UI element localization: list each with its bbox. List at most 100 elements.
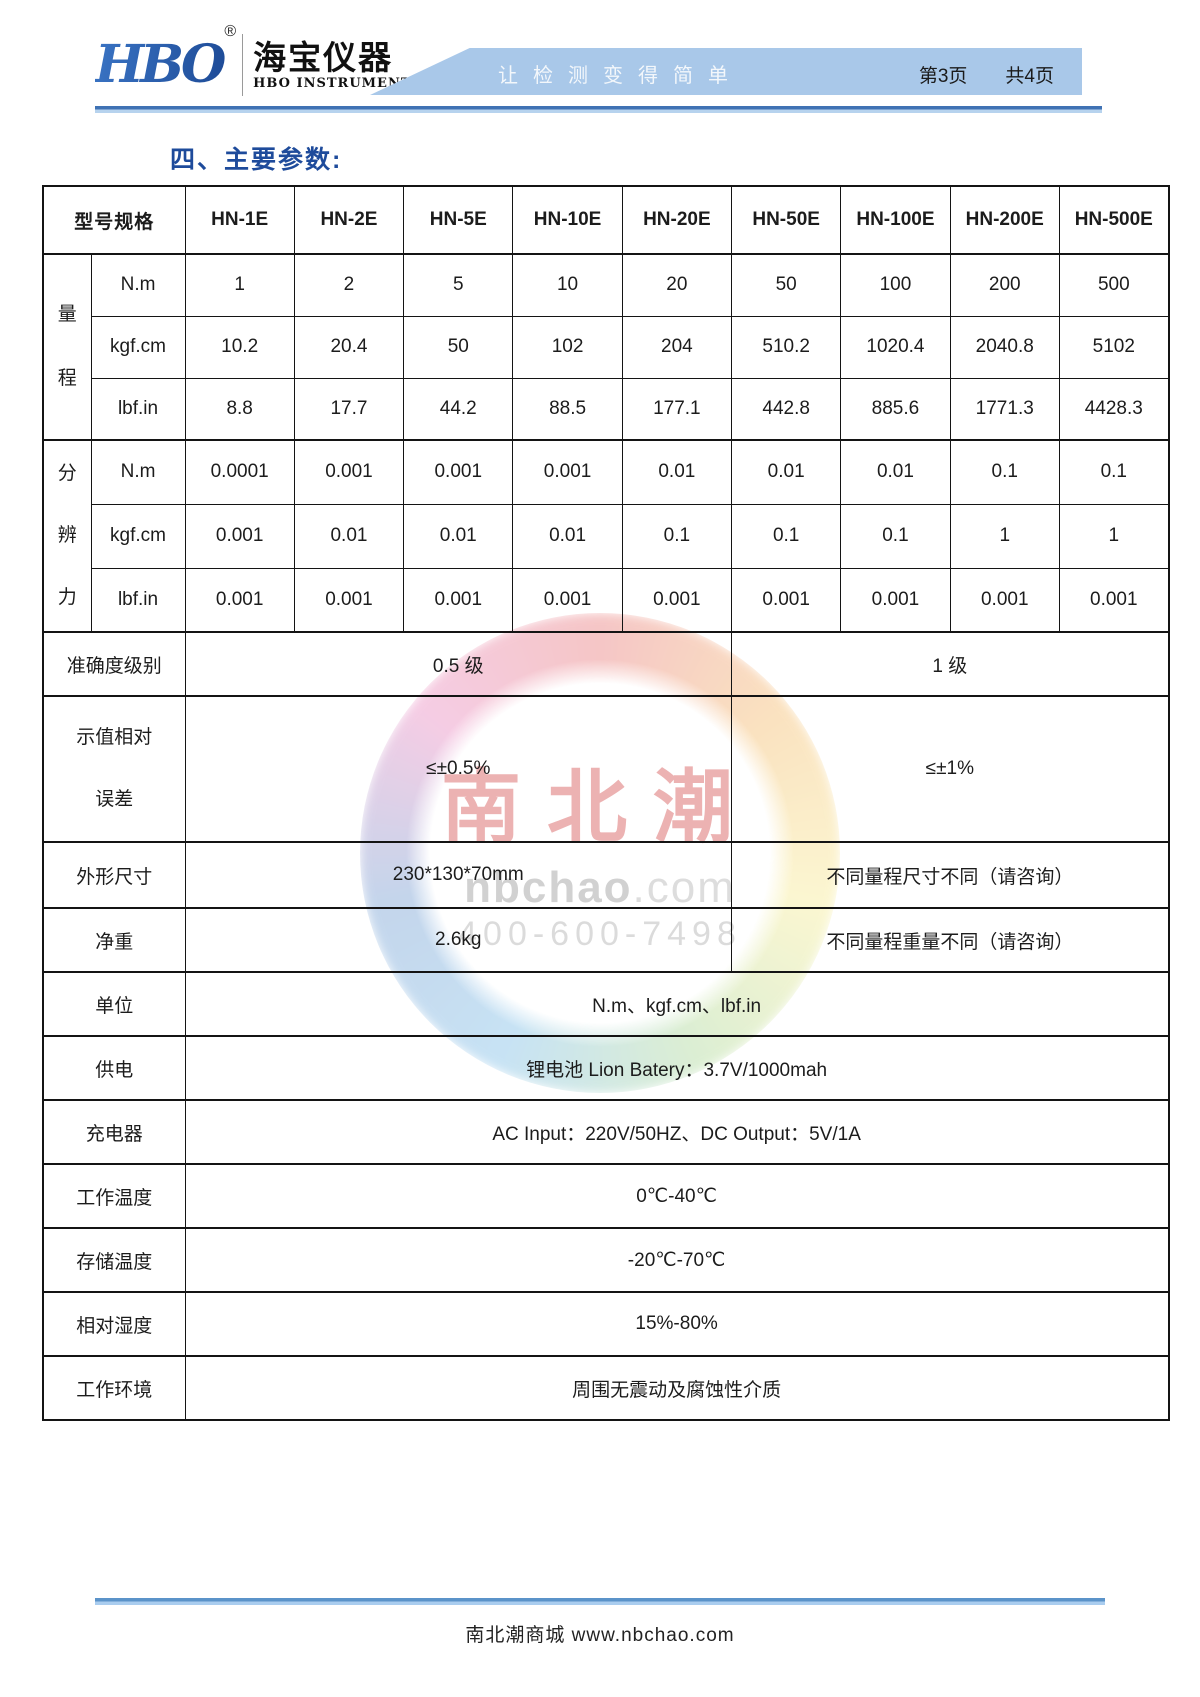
value-cell: 10 <box>512 253 623 317</box>
value-cell: 0.1 <box>840 503 951 569</box>
spec-table-container: 南北潮 nbchao.com 400-600-7498 型号规格 HN-1E H… <box>42 185 1170 1421</box>
resolution-row-nm: 分 辨 力 N.m 0.0001 0.001 0.001 0.001 0.01 … <box>42 439 1170 633</box>
row-label-cell: 单位 <box>42 971 186 1037</box>
power-row: 供电 锂电池 Lion Batery：3.7V/1000mah <box>42 1035 1170 1101</box>
row-label-cell: 准确度级别 <box>42 631 186 697</box>
span-value-cell: 不同量程尺寸不同（请咨询） <box>730 841 1170 909</box>
model-header-cell: HN-10E <box>512 185 623 255</box>
page-indicator: 第3页 共4页 <box>919 61 1054 88</box>
span-value-cell: AC Input：220V/50HZ、DC Output：5V/1A <box>184 1099 1170 1165</box>
value-cell: 0.001 <box>293 567 405 633</box>
header-slogan: 让检测变得简单 <box>498 65 743 87</box>
value-cell: 885.6 <box>840 377 951 441</box>
value-cell: 500 <box>1058 253 1170 317</box>
logo-chinese-name: 海宝仪器 <box>253 37 394 77</box>
value-cell: 0.1 <box>1058 439 1170 505</box>
range-group-label: 量 程 <box>42 253 92 441</box>
hbo-logo-icon: HBO® <box>95 23 238 91</box>
working-temp-row: 工作温度 0℃-40℃ <box>42 1163 1170 1229</box>
model-header-cell: HN-20E <box>621 185 733 255</box>
row-label-cell: 供电 <box>42 1035 186 1101</box>
span-value-cell: 0.5 级 <box>184 631 733 697</box>
value-cell: 100 <box>840 253 951 317</box>
corner-header-cell: 型号规格 <box>42 185 186 255</box>
row-label-cell: 示值相对 误差 <box>42 695 186 843</box>
current-page: 第3页 <box>918 66 968 87</box>
range-row-lbfin: lbf.in 8.8 17.7 44.2 88.5 177.1 442.8 88… <box>43 377 1170 441</box>
units-row: 单位 N.m、kgf.cm、lbf.in <box>42 971 1170 1037</box>
unit-label-cell: lbf.in <box>90 377 186 441</box>
humidity-row: 相对湿度 15%-80% <box>42 1291 1170 1357</box>
value-cell: 2040.8 <box>949 315 1060 379</box>
value-cell: 0.01 <box>293 503 405 569</box>
span-value-cell: 230*130*70mm <box>184 841 733 909</box>
span-value-cell: -20℃-70℃ <box>184 1227 1170 1293</box>
value-cell: 510.2 <box>730 315 842 379</box>
row-label-cell: 充电器 <box>42 1099 186 1165</box>
value-cell: 8.8 <box>184 377 295 441</box>
value-cell: 1771.3 <box>949 377 1060 441</box>
value-cell: 0.1 <box>730 503 842 569</box>
dimensions-row: 外形尺寸 230*130*70mm 不同量程尺寸不同（请咨询） <box>42 841 1170 909</box>
model-header-cell: HN-1E <box>184 185 295 255</box>
value-cell: 88.5 <box>512 377 623 441</box>
row-label-cell: 存储温度 <box>42 1227 186 1293</box>
footer-text: 南北潮商城 www.nbchao.com <box>465 1625 735 1646</box>
header-banner: 让检测变得简单 第3页 共4页 <box>370 48 1082 95</box>
value-cell: 5 <box>403 253 514 317</box>
span-value-cell: ≤±1% <box>730 695 1170 843</box>
unit-label-cell: kgf.cm <box>90 315 186 379</box>
unit-label-cell: N.m <box>90 253 186 317</box>
span-value-cell: 15%-80% <box>184 1291 1170 1357</box>
accuracy-row: 准确度级别 0.5 级 1 级 <box>42 631 1170 697</box>
value-cell: 0.01 <box>840 439 951 505</box>
span-value-cell: 2.6kg <box>184 907 733 973</box>
value-cell: 1020.4 <box>840 315 951 379</box>
value-cell: 0.001 <box>1058 567 1170 633</box>
value-cell: 0.1 <box>621 503 733 569</box>
span-value-cell: 锂电池 Lion Batery：3.7V/1000mah <box>184 1035 1170 1101</box>
value-cell: 4428.3 <box>1058 377 1170 441</box>
model-header-cell: HN-100E <box>840 185 951 255</box>
value-cell: 44.2 <box>403 377 514 441</box>
value-cell: 0.01 <box>403 503 514 569</box>
span-value-cell: ≤±0.5% <box>184 695 733 843</box>
section-title: 四、主要参数: <box>170 146 343 174</box>
model-header-cell: HN-2E <box>293 185 405 255</box>
model-header-cell: HN-200E <box>949 185 1060 255</box>
value-cell: 1 <box>1058 503 1170 569</box>
model-header-cell: HN-5E <box>403 185 514 255</box>
table-header-row: 型号规格 HN-1E HN-2E HN-5E HN-10E HN-20E HN-… <box>42 185 1170 255</box>
logo-divider <box>242 34 244 96</box>
value-cell: 0.001 <box>184 567 295 633</box>
value-cell: 0.001 <box>730 567 842 633</box>
value-cell: 50 <box>403 315 514 379</box>
net-weight-row: 净重 2.6kg 不同量程重量不同（请咨询） <box>42 907 1170 973</box>
span-value-cell: N.m、kgf.cm、lbf.in <box>184 971 1170 1037</box>
row-label-cell: 外形尺寸 <box>42 841 186 909</box>
value-cell: 2 <box>293 253 405 317</box>
header-divider-line <box>95 106 1102 113</box>
value-cell: 50 <box>730 253 842 317</box>
charger-row: 充电器 AC Input：220V/50HZ、DC Output：5V/1A <box>42 1099 1170 1165</box>
value-cell: 0.001 <box>621 567 733 633</box>
span-value-cell: 0℃-40℃ <box>184 1163 1170 1229</box>
unit-label-cell: kgf.cm <box>90 503 186 569</box>
value-cell: 20.4 <box>293 315 405 379</box>
value-cell: 10.2 <box>184 315 295 379</box>
value-cell: 20 <box>621 253 733 317</box>
storage-temp-row: 存储温度 -20℃-70℃ <box>42 1227 1170 1293</box>
value-cell: 0.001 <box>403 439 514 505</box>
unit-label-cell: lbf.in <box>90 567 186 633</box>
value-cell: 0.001 <box>949 567 1060 633</box>
value-cell: 0.001 <box>512 439 623 505</box>
span-value-cell: 不同量程重量不同（请咨询） <box>730 907 1170 973</box>
value-cell: 1 <box>184 253 295 317</box>
row-label-cell: 工作温度 <box>42 1163 186 1229</box>
logo-english-name: HBO INSTRUMENT <box>253 76 412 92</box>
logo-hbo-text: HBO <box>95 34 226 95</box>
value-cell: 0.001 <box>184 503 295 569</box>
spec-table: 型号规格 HN-1E HN-2E HN-5E HN-10E HN-20E HN-… <box>42 185 1170 1421</box>
value-cell: 5102 <box>1058 315 1170 379</box>
